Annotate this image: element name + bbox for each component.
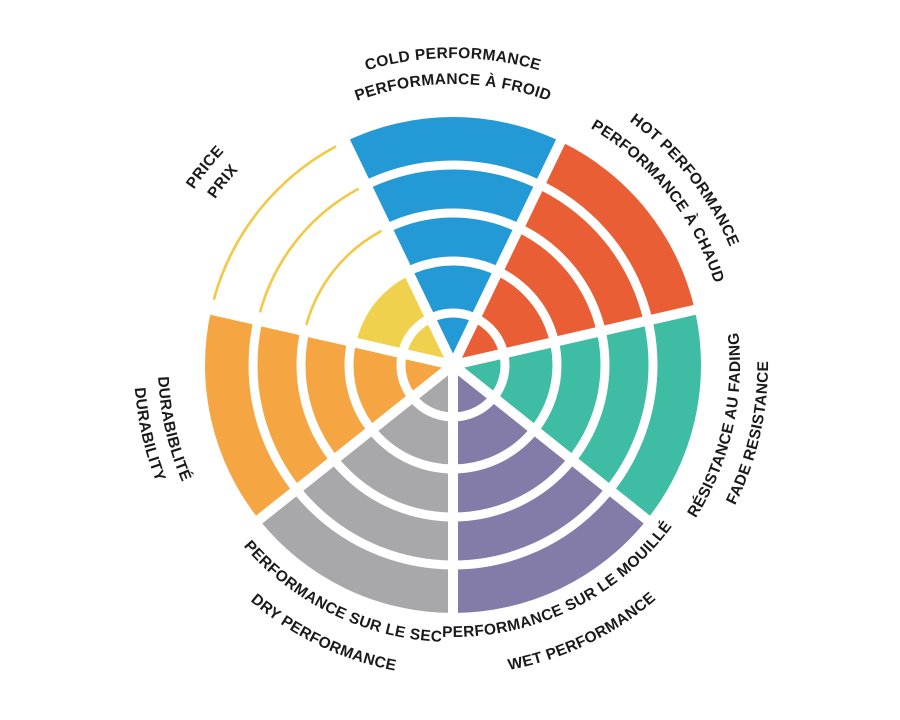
sector-durability bbox=[205, 309, 453, 520]
unfilled-level-outline-price bbox=[212, 145, 337, 301]
sector-divider bbox=[251, 361, 457, 528]
label-cold-performance-line2: PERFORMANCE À FROID bbox=[353, 71, 554, 105]
unfilled-level-outline-price bbox=[258, 187, 360, 313]
sector-hot-performance bbox=[453, 141, 695, 365]
sector-divider bbox=[204, 303, 455, 370]
sector-divider bbox=[451, 303, 702, 370]
unfilled-level-outline-price bbox=[305, 229, 382, 326]
sector-divider bbox=[338, 133, 458, 368]
sector-dry-performance bbox=[259, 365, 453, 613]
sector-wet-performance bbox=[453, 365, 647, 613]
sector-divider bbox=[448, 133, 568, 368]
label-text: PERFORMANCE À FROID bbox=[353, 71, 553, 105]
sector-divider bbox=[449, 361, 655, 528]
sector-cold-performance bbox=[345, 117, 561, 365]
sector-fade-resistance bbox=[453, 309, 701, 520]
label-cold-performance-line1: COLD PERFORMANCE bbox=[363, 45, 543, 74]
label-text: COLD PERFORMANCE bbox=[363, 45, 543, 74]
